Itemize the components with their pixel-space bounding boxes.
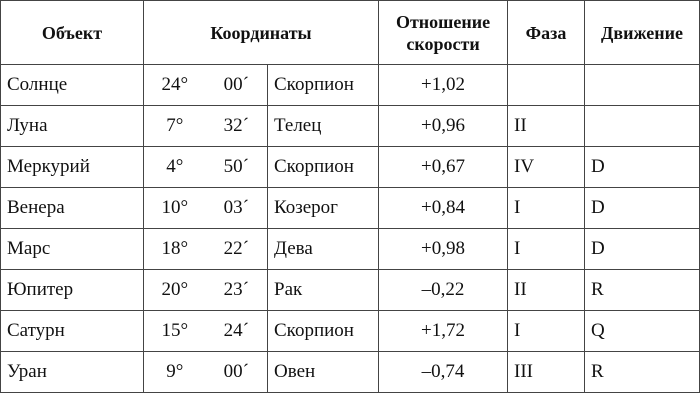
table-cell: I: [507, 187, 586, 229]
table-cell: R: [584, 351, 700, 393]
table-cell: Козерог: [266, 187, 380, 229]
table-cell: Меркурий: [0, 146, 144, 188]
table-cell: Скорпион: [266, 310, 380, 352]
table-cell: 18°: [143, 228, 206, 270]
table-cell: +0,67: [378, 146, 509, 188]
table-cell: –0,74: [378, 351, 509, 393]
table-cell: 22´: [205, 228, 268, 270]
header-cell: Координаты: [142, 0, 380, 65]
table-cell: II: [507, 105, 586, 147]
table-cell: D: [584, 146, 700, 188]
table-cell: 03´: [205, 187, 268, 229]
table-cell: 4°: [143, 146, 206, 188]
header-row: Объект Координаты Отношение скорости Фаза Дв…: [0, 0, 700, 65]
table-cell: 24°: [143, 64, 206, 106]
table-cell: Q: [584, 310, 700, 352]
table-cell: D: [584, 228, 700, 270]
header-cell: Фаза: [507, 0, 586, 65]
table-cell: +0,96: [378, 105, 509, 147]
table-cell: Скорпион: [266, 64, 380, 106]
table-cell: R: [584, 269, 700, 311]
table-cell: +1,02: [378, 64, 509, 106]
table-cell: Уран: [0, 351, 144, 393]
table-cell: +0,98: [378, 228, 509, 270]
table-cell: Юпитер: [0, 269, 144, 311]
table-cell: Марс: [0, 228, 144, 270]
table-cell: 15°: [143, 310, 206, 352]
table-cell: Солнце: [0, 64, 144, 106]
table-body: Солнце 24° 00´ Скорпион +1,02 Луна 7° 32´ Телец +…: [0, 64, 700, 393]
table-cell: 10°: [143, 187, 206, 229]
table-cell: I: [507, 228, 586, 270]
table-cell: 00´: [205, 64, 268, 106]
table-row: Меркурий 4° 50´ Скорпион +0,67 IV D: [0, 146, 700, 188]
table-row: Луна 7° 32´ Телец +0,96 II: [0, 105, 700, 147]
table-row: Сатурн 15° 24´ Скорпион +1,72 I Q: [0, 310, 700, 352]
table-cell: 32´: [205, 105, 268, 147]
table-row: Уран 9° 00´ Овен –0,74 III R: [0, 351, 700, 393]
table-cell: III: [507, 351, 586, 393]
table-cell: I: [507, 310, 586, 352]
table-cell: Овен: [266, 351, 380, 393]
table-row: Венера 10° 03´ Козерог +0,84 I D: [0, 187, 700, 229]
table-row: Юпитер 20° 23´ Рак –0,22 II R: [0, 269, 700, 311]
table-cell: 20°: [143, 269, 206, 311]
table-cell: 24´: [205, 310, 268, 352]
table-cell: Сатурн: [0, 310, 144, 352]
table-row: Солнце 24° 00´ Скорпион +1,02: [0, 64, 700, 106]
table-cell: Луна: [0, 105, 144, 147]
table-cell: Венера: [0, 187, 144, 229]
table-cell: 00´: [205, 351, 268, 393]
table-cell: IV: [507, 146, 586, 188]
table-cell: +0,84: [378, 187, 509, 229]
table: Объект Координаты Отношение скорости Фаза Дв…: [0, 0, 700, 393]
table-cell: –0,22: [378, 269, 509, 311]
table-cell: [584, 64, 700, 106]
table-cell: 50´: [205, 146, 268, 188]
table-cell: Рак: [266, 269, 380, 311]
table-cell: 9°: [143, 351, 206, 393]
table-cell: Скорпион: [266, 146, 380, 188]
table-cell: [584, 105, 700, 147]
table-row: Марс 18° 22´ Дева +0,98 I D: [0, 228, 700, 270]
header-cell: Объект: [0, 0, 144, 65]
table-cell: [507, 64, 586, 106]
table-cell: 7°: [143, 105, 206, 147]
table-cell: II: [507, 269, 586, 311]
table-cell: D: [584, 187, 700, 229]
table-cell: 23´: [205, 269, 268, 311]
header-cell: Отношение скорости: [378, 0, 509, 65]
table-cell: +1,72: [378, 310, 509, 352]
table-cell: Дева: [266, 228, 380, 270]
table-cell: Телец: [266, 105, 380, 147]
header-cell: Движение: [584, 0, 700, 65]
